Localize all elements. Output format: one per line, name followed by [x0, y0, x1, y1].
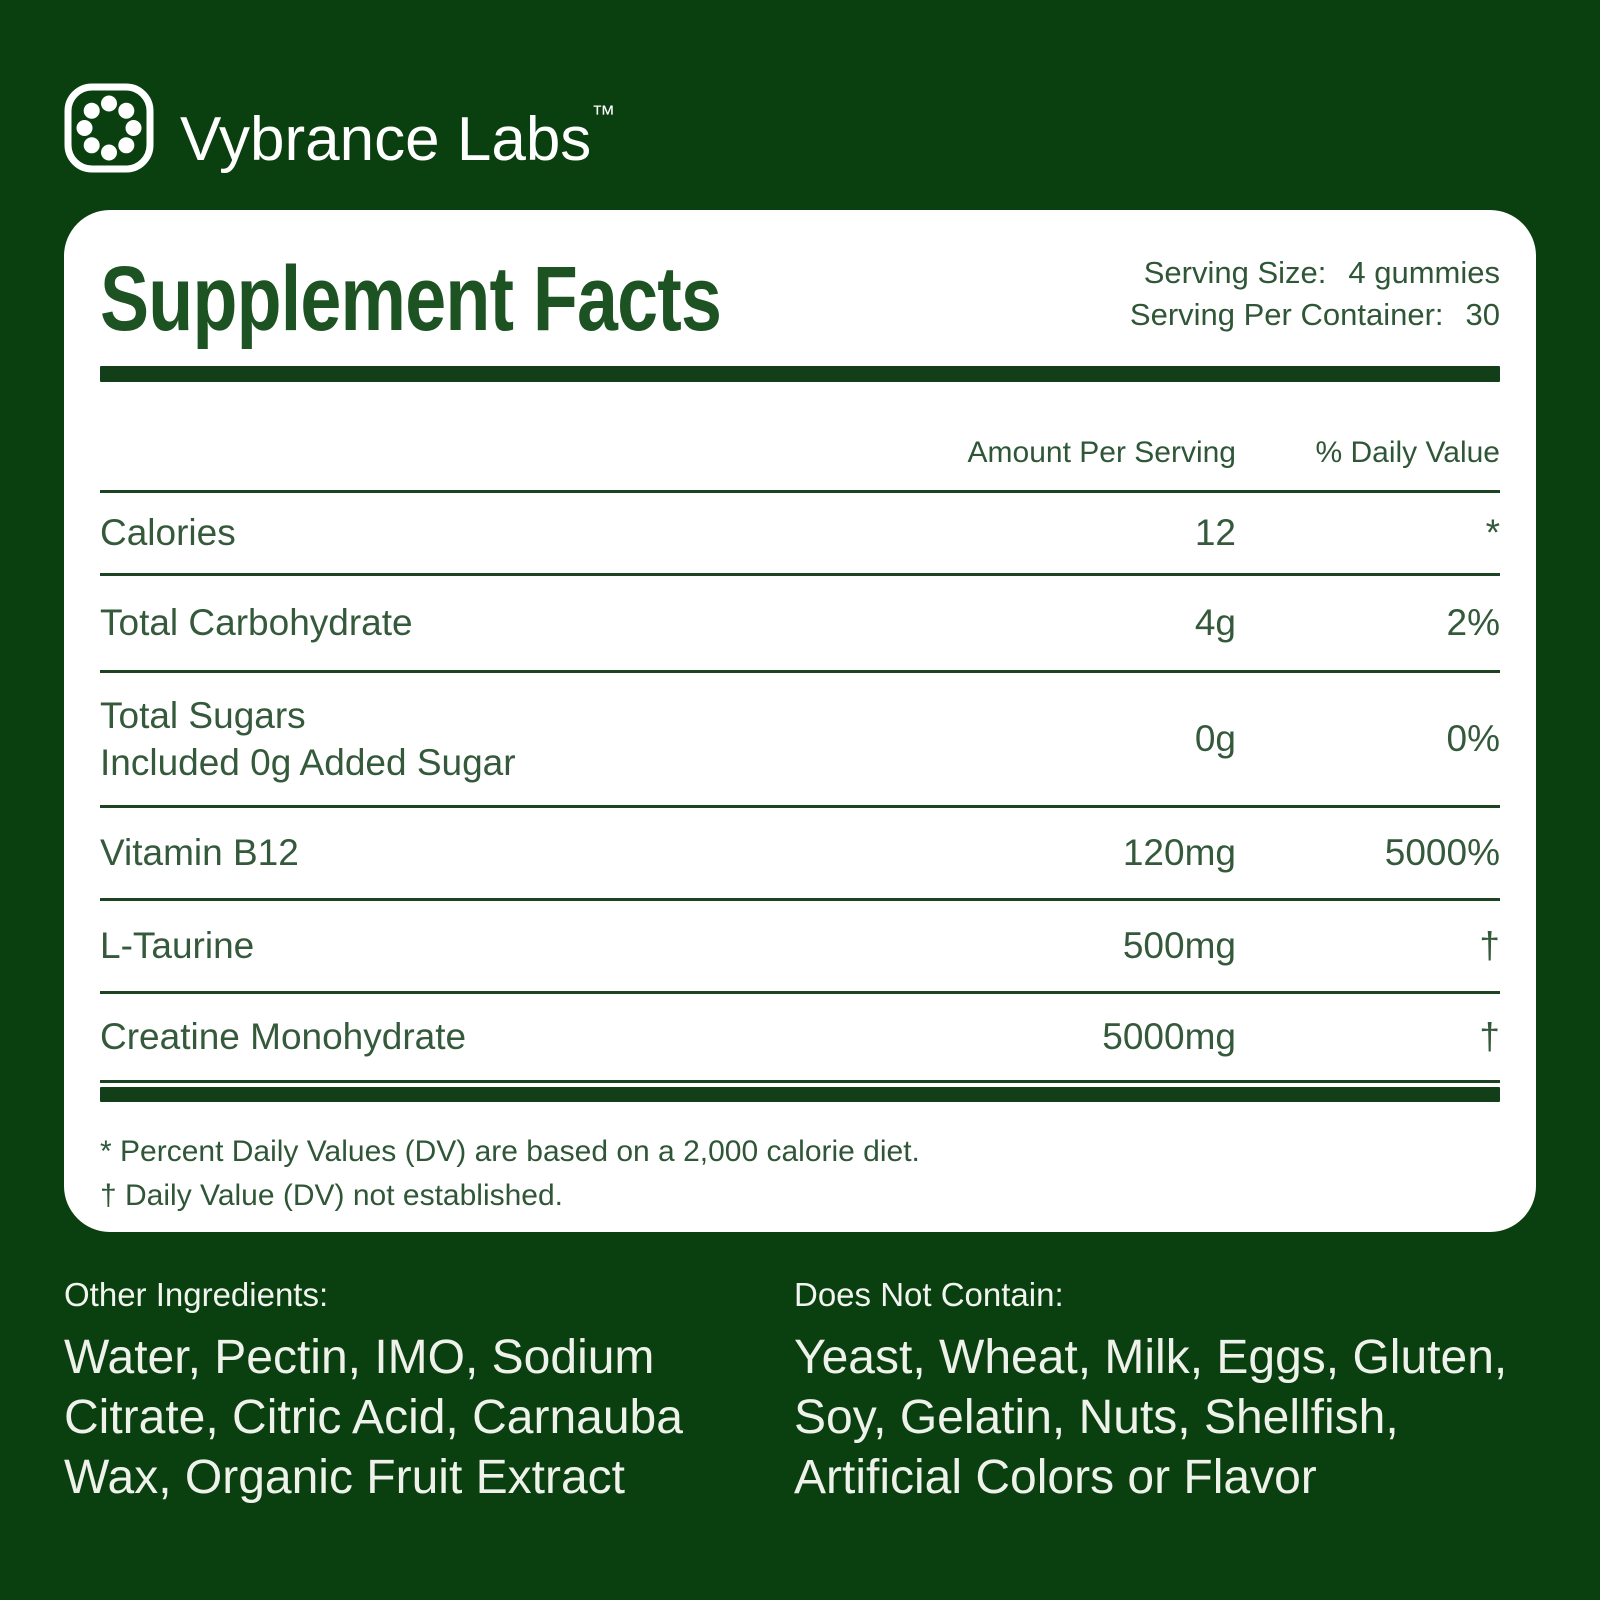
- nutrient-name-line1: Total Sugars: [100, 695, 306, 736]
- bottom-sections: Other Ingredients: Water, Pectin, IMO, S…: [64, 1276, 1536, 1508]
- serving-info: Serving Size: 4 gummies Serving Per Conta…: [1130, 252, 1500, 336]
- dot-ring-logo-icon: [64, 83, 154, 172]
- nutrient-name: Total Sugars Included 0g Added Sugar: [100, 692, 906, 786]
- table-row-vitamin-b12: Vitamin B12 120mg 5000%: [100, 808, 1500, 901]
- table-row-creatine-monohydrate: Creatine Monohydrate 5000mg †: [100, 994, 1500, 1083]
- nutrient-name: Vitamin B12: [100, 832, 299, 873]
- table-row-total-carbohydrate: Total Carbohydrate 4g 2%: [100, 576, 1500, 673]
- table-column-headers: Amount Per Serving % Daily Value: [100, 382, 1500, 493]
- nutrient-daily-value: †: [1479, 1016, 1500, 1057]
- nutrient-name: Creatine Monohydrate: [100, 1016, 467, 1057]
- other-ingredients-text: Water, Pectin, IMO, Sodium Citrate, Citr…: [64, 1331, 683, 1504]
- nutrient-amount: 5000mg: [1102, 1016, 1236, 1057]
- footnotes: * Percent Daily Values (DV) are based on…: [100, 1135, 920, 1212]
- panel-title: Supplement Facts: [100, 248, 722, 350]
- amount-column-header: Amount Per Serving: [967, 436, 1236, 469]
- nutrient-daily-value: 5000%: [1384, 832, 1500, 873]
- other-ingredients-section: Other Ingredients: Water, Pectin, IMO, S…: [64, 1276, 754, 1508]
- serving-size-value: 4 gummies: [1348, 255, 1500, 290]
- nutrient-amount: 4g: [1194, 602, 1236, 643]
- brand-name: Vybrance Labs™: [180, 70, 616, 185]
- nutrient-amount: 120mg: [1122, 832, 1236, 873]
- nutrient-name: Total Carbohydrate: [100, 602, 413, 643]
- header-divider-bar: [100, 366, 1500, 382]
- trademark-symbol: ™: [591, 101, 617, 128]
- nutrient-amount: 500mg: [1122, 925, 1236, 966]
- card-header: Supplement Facts Serving Size: 4 gummies …: [100, 248, 1500, 350]
- nutrition-table: Amount Per Serving % Daily Value Calorie…: [100, 382, 1500, 1102]
- table-bottom-bar: [100, 1087, 1500, 1102]
- serving-per-container-line: Serving Per Container: 30: [1130, 294, 1500, 336]
- nutrient-name-line2: Included 0g Added Sugar: [100, 742, 516, 783]
- nutrient-daily-value: 2%: [1446, 602, 1500, 643]
- nutrient-amount: 0g: [1194, 718, 1236, 759]
- serving-size-label: Serving Size:: [1143, 255, 1327, 290]
- brand-name-text: Vybrance Labs: [180, 105, 592, 174]
- nutrient-daily-value: 0%: [1446, 718, 1500, 759]
- table-row-calories: Calories 12 *: [100, 493, 1500, 576]
- brand-header: Vybrance Labs™: [64, 70, 616, 185]
- nutrient-name: Calories: [100, 512, 236, 553]
- supplement-facts-card: Supplement Facts Serving Size: 4 gummies …: [64, 210, 1536, 1232]
- does-not-contain-label: Does Not Contain:: [794, 1276, 1064, 1313]
- table-row-total-sugars: Total Sugars Included 0g Added Sugar 0g 0…: [100, 673, 1500, 808]
- serving-per-container-value: 30: [1465, 297, 1500, 332]
- nutrient-daily-value: *: [1485, 512, 1500, 553]
- serving-per-container-label: Serving Per Container:: [1129, 297, 1444, 332]
- table-row-l-taurine: L-Taurine 500mg †: [100, 901, 1500, 994]
- does-not-contain-text: Yeast, Wheat, Milk, Eggs, Gluten, Soy, G…: [794, 1331, 1508, 1504]
- other-ingredients-label: Other Ingredients:: [64, 1276, 329, 1313]
- nutrient-amount: 12: [1194, 512, 1236, 553]
- nutrient-daily-value: †: [1479, 925, 1500, 966]
- serving-size-line: Serving Size: 4 gummies: [1130, 252, 1500, 294]
- does-not-contain-section: Does Not Contain: Yeast, Wheat, Milk, Eg…: [794, 1276, 1554, 1508]
- daily-value-column-header: % Daily Value: [1315, 436, 1500, 469]
- nutrient-name: L-Taurine: [100, 925, 255, 966]
